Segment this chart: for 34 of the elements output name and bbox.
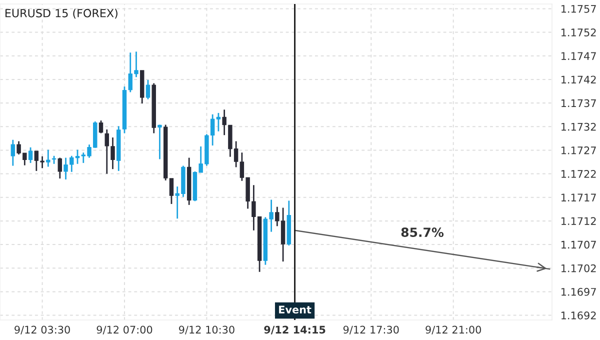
ref-line-label: Event — [279, 306, 312, 314]
y-tick-label: 1.1697 — [561, 288, 596, 296]
y-tick-label: 1.1737 — [561, 99, 596, 108]
candlestick — [64, 157, 68, 180]
y-tick-label: 1.1747 — [561, 52, 596, 60]
x-tick-label: 9/12 03:30 — [14, 326, 70, 334]
x-tick-label: 9/12 07:00 — [96, 326, 152, 334]
candlestick — [46, 149, 50, 168]
y-tick-label: 1.1702 — [561, 264, 596, 272]
x-tick-label: 9/12 10:30 — [179, 326, 234, 334]
y-tick-label: 1.1742 — [561, 76, 596, 84]
candlestick — [222, 108, 226, 136]
y-tick-label: 1.1757 — [561, 5, 596, 13]
candlestick — [158, 124, 162, 160]
annotation: 85.7% — [401, 228, 444, 237]
candlestick — [10, 139, 16, 166]
candlestick — [28, 146, 33, 164]
y-tick-label: 1.1717 — [561, 194, 596, 202]
chart-title: EURUSD 15 (FOREX) — [6, 8, 118, 19]
candlestick — [216, 112, 221, 132]
y-tick-label: 1.1752 — [561, 28, 596, 36]
y-tick-label: 1.1692 — [561, 312, 596, 320]
x-tick-label: 9/12 21:00 — [426, 326, 482, 334]
candlestick — [58, 157, 62, 180]
x-tick-label: 9/12 14:15 — [264, 326, 326, 334]
y-tick-label: 1.1722 — [561, 170, 596, 178]
y-tick-label: 1.1727 — [561, 146, 596, 154]
candlestick — [146, 79, 150, 100]
candlestick — [169, 178, 174, 205]
candlestick — [98, 120, 104, 134]
x-tick-label: 9/12 17:30 — [343, 326, 399, 334]
y-tick-label: 1.1732 — [561, 122, 596, 131]
y-tick-label: 1.1707 — [561, 240, 596, 249]
y-tick-label: 1.1712 — [561, 217, 596, 225]
